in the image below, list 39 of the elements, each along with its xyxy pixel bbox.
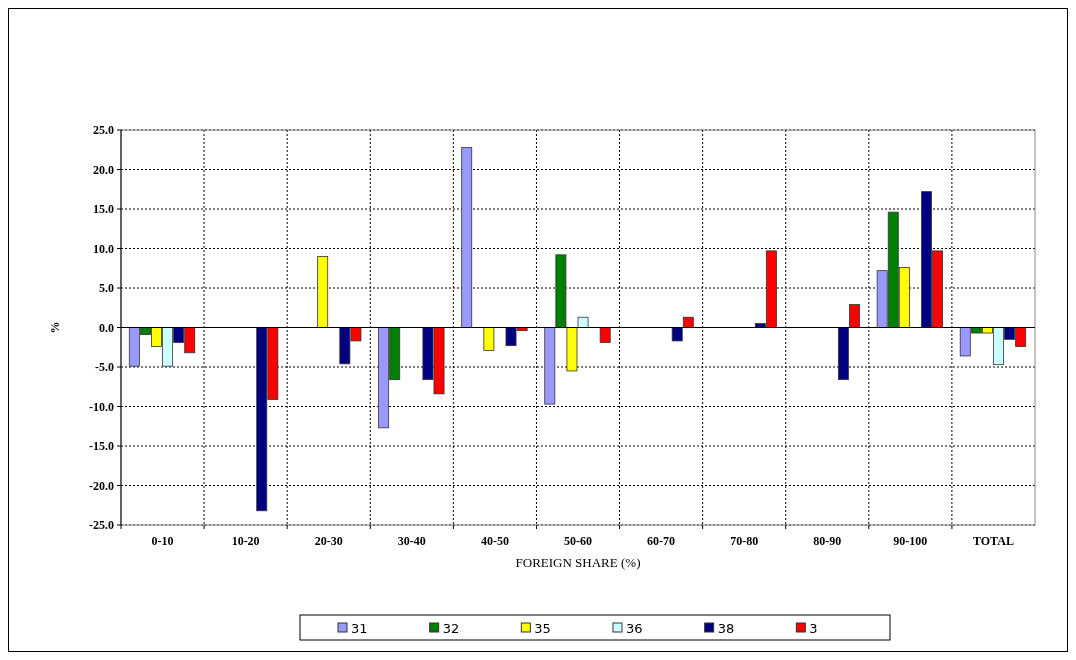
- legend-label: 38: [717, 620, 735, 636]
- x-tick-label: 90-100: [893, 534, 928, 548]
- legend-label: 36: [626, 620, 643, 636]
- y-tick-label: 15.0: [93, 202, 114, 217]
- y-tick-label: -15.0: [89, 439, 114, 454]
- y-tick-label: 20.0: [93, 162, 114, 177]
- y-tick-label: 5.0: [99, 281, 114, 296]
- x-tick-label: TOTAL: [973, 534, 1014, 548]
- y-tick-label: -5.0: [95, 360, 114, 375]
- x-tick-label: 50-60: [564, 534, 592, 548]
- legend-label: 3: [809, 620, 818, 636]
- y-tick-label: 0.0: [99, 320, 114, 335]
- bar: [483, 327, 495, 351]
- x-tick-label: 60-70: [647, 534, 676, 548]
- y-tick-label: -20.0: [89, 478, 114, 493]
- x-tick-label: 0-10: [151, 534, 174, 548]
- legend-label: 32: [442, 620, 460, 636]
- legend-label: 31: [351, 620, 368, 636]
- y-tick-label: 10.0: [93, 241, 114, 256]
- bar: [682, 316, 694, 328]
- bar: [671, 327, 683, 342]
- y-tick-label: -10.0: [89, 399, 114, 414]
- bar: [837, 327, 849, 381]
- x-tick-label: 30-40: [397, 534, 426, 548]
- x-tick-label: 10-20: [231, 534, 260, 548]
- bar: [599, 327, 611, 343]
- bar: [461, 146, 473, 328]
- y-tick-label: 25.0: [93, 123, 114, 138]
- x-tick-label: 20-30: [314, 534, 343, 548]
- bar: [317, 255, 329, 328]
- y-tick-label: -25.0: [89, 518, 114, 533]
- x-tick-label: 40-50: [480, 534, 509, 548]
- legend-label: 35: [534, 620, 551, 636]
- bar: [849, 304, 860, 328]
- x-tick-label: 70-80: [730, 534, 759, 548]
- x-axis-title: FOREIGN SHARE (%): [515, 555, 641, 570]
- x-tick-label: 80-90: [813, 534, 842, 548]
- y-axis-title: %: [48, 321, 62, 334]
- bar: [544, 327, 556, 405]
